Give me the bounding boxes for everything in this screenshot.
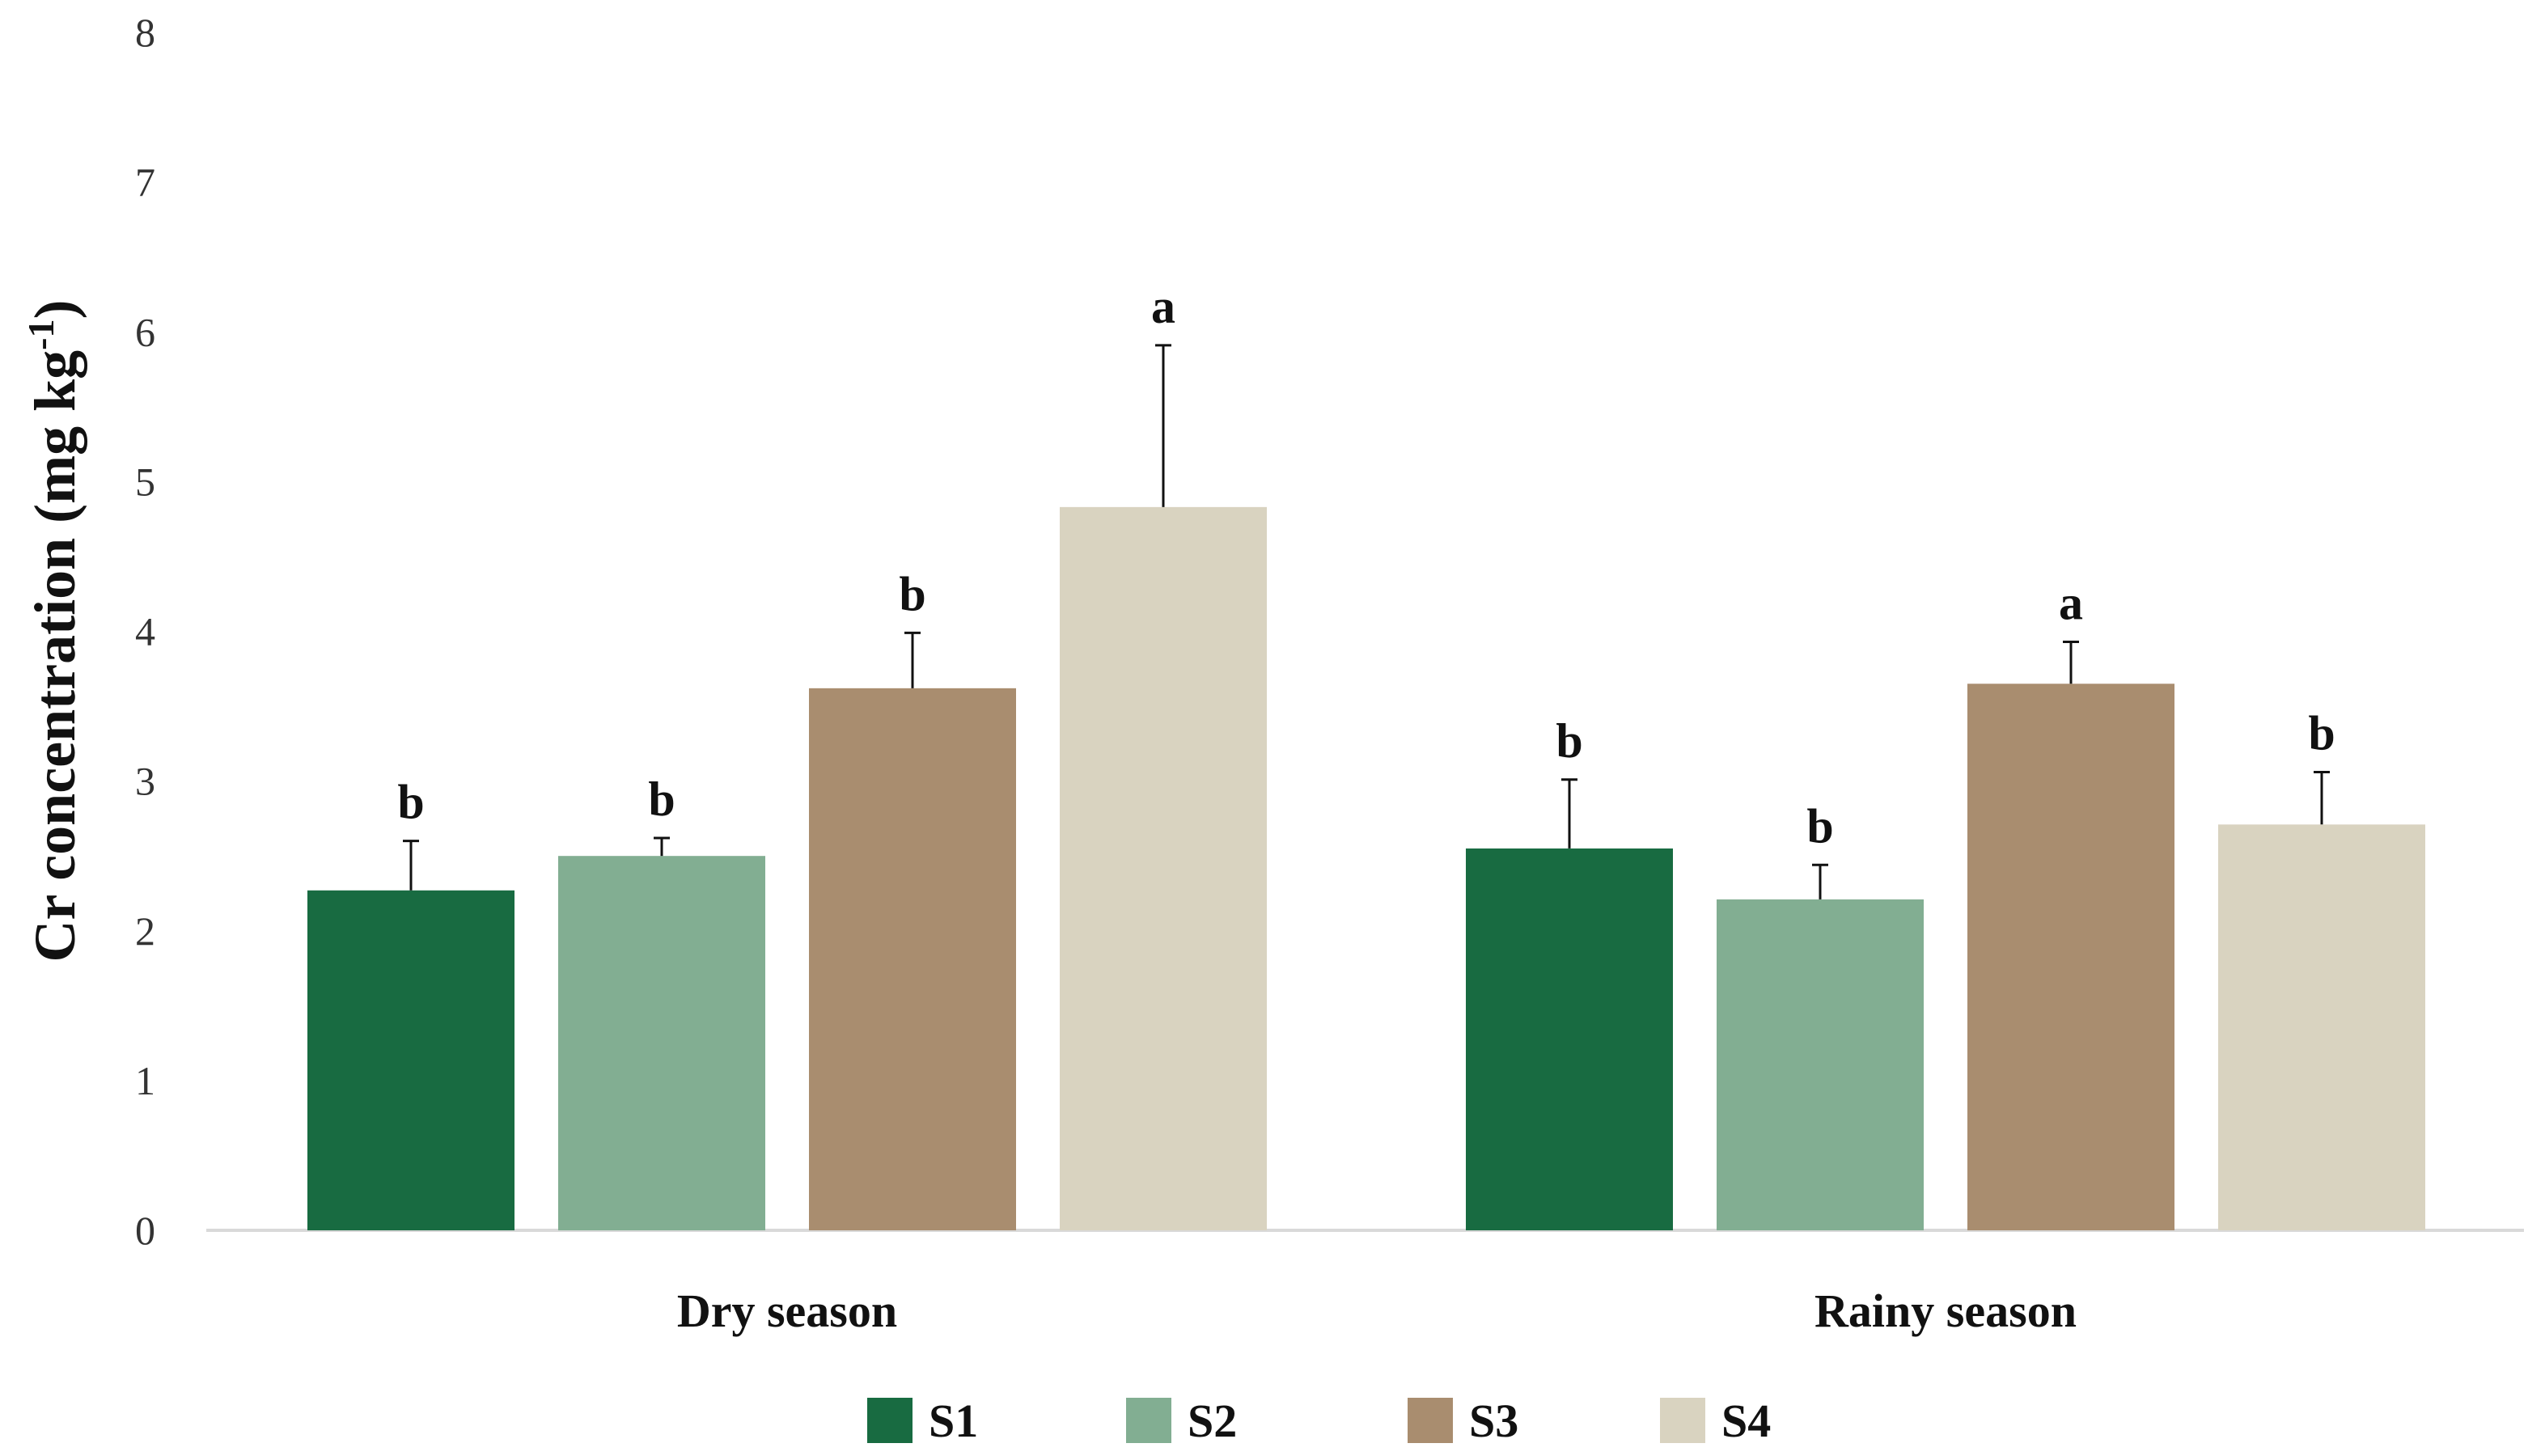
legend-swatch-s3: [1408, 1398, 1453, 1443]
y-tick-label: 2: [135, 908, 155, 954]
legend-swatch-s2: [1126, 1398, 1171, 1443]
significance-letter: b: [899, 567, 925, 620]
significance-letter: b: [648, 772, 675, 826]
significance-letter: b: [1556, 714, 1582, 768]
y-axis-title: Cr concentration (mg kg-1): [20, 300, 87, 963]
bar-s1-dry: [307, 890, 514, 1230]
significance-letter: a: [2059, 576, 2083, 629]
y-axis-title-main: Cr concentration (mg kg: [23, 350, 87, 963]
legend-label-s3: S3: [1469, 1395, 1518, 1447]
bar-s3-rainy: [1967, 684, 2174, 1230]
significance-letter: b: [397, 776, 424, 829]
bar-s2-dry: [558, 856, 765, 1230]
category-labels: Dry season Rainy season: [677, 1285, 2077, 1337]
y-tick-label: 7: [135, 159, 155, 205]
y-axis-title-suffix: ): [23, 300, 87, 320]
y-tick-label: 3: [135, 759, 155, 804]
significance-letter: b: [1806, 799, 1833, 853]
y-tick-label: 8: [135, 10, 155, 55]
bar-s2-rainy: [1717, 899, 1924, 1230]
significance-letter: a: [1151, 280, 1175, 333]
legend-label-s2: S2: [1188, 1395, 1237, 1447]
significance-letter: b: [2308, 707, 2335, 760]
legend-swatch-s1: [867, 1398, 913, 1443]
legend-label-s1: S1: [929, 1395, 978, 1447]
bars-group: b b b a b b a b: [307, 280, 2425, 1230]
bar-s4-rainy: [2218, 824, 2425, 1230]
category-label: Rainy season: [1814, 1285, 2077, 1337]
y-tick-label: 5: [135, 459, 155, 504]
y-axis-ticks: 0 1 2 3 4 5 6 7 8: [135, 10, 155, 1253]
bar-s3-dry: [809, 688, 1016, 1230]
y-tick-label: 6: [135, 309, 155, 354]
bar-s4-dry: [1060, 506, 1267, 1230]
legend-label-s4: S4: [1721, 1395, 1771, 1447]
y-tick-label: 0: [135, 1208, 155, 1253]
y-tick-label: 1: [135, 1058, 155, 1103]
category-label: Dry season: [677, 1285, 897, 1337]
legend: S1 S2 S3 S4: [867, 1395, 1771, 1447]
y-tick-label: 4: [135, 609, 155, 654]
legend-swatch-s4: [1660, 1398, 1705, 1443]
y-axis-title-superscript: -1: [20, 320, 61, 350]
bar-s1-rainy: [1466, 848, 1673, 1230]
